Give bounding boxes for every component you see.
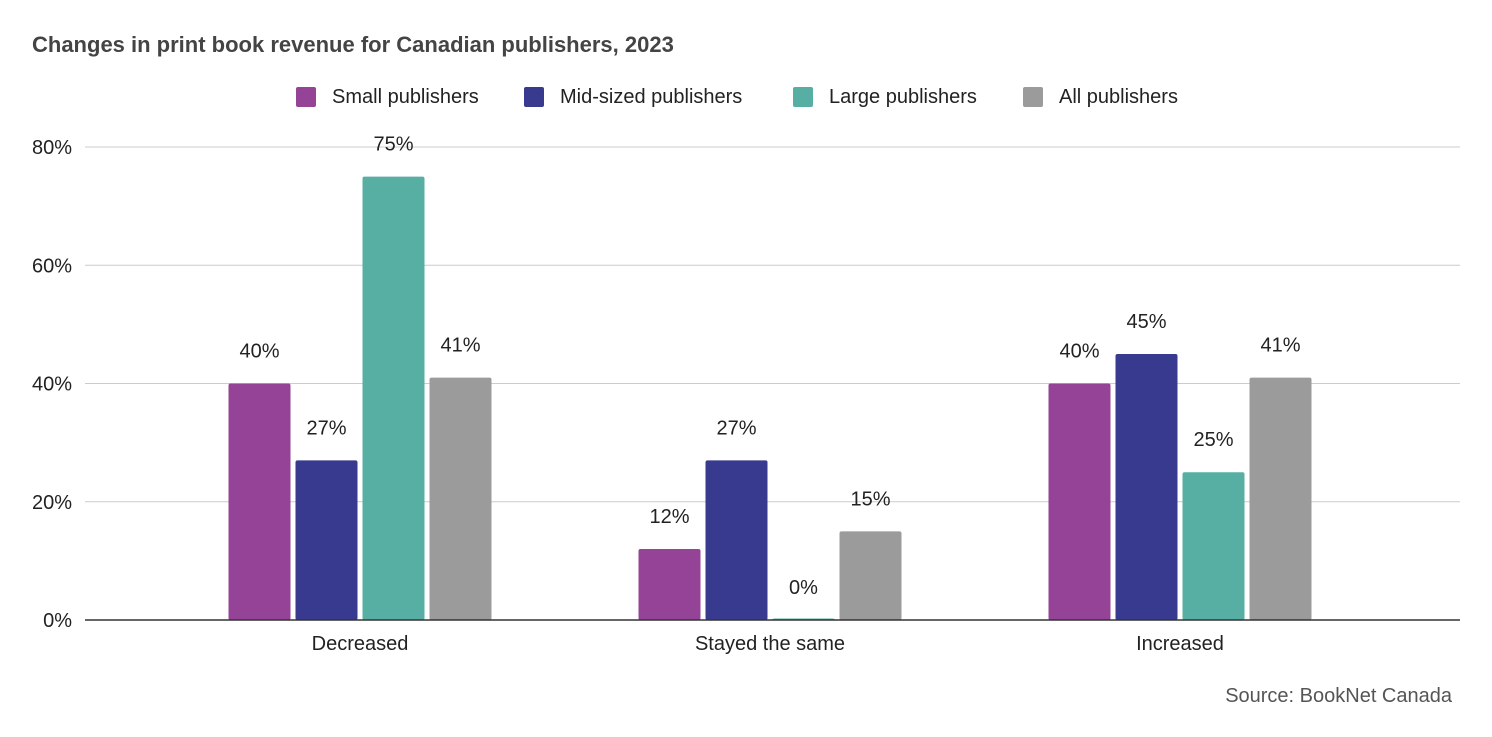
bar-small-publishers-stayed-the-same: [638, 549, 701, 620]
source-note: Source: BookNet Canada: [1225, 685, 1452, 707]
y-tick-label: 0%: [43, 610, 72, 632]
legend-swatch: [1023, 87, 1043, 107]
legend-swatch: [793, 87, 813, 107]
x-tick-label: Stayed the same: [695, 633, 845, 655]
data-label: 25%: [1193, 429, 1233, 451]
bar-mid-sized-publishers-increased: [1115, 353, 1178, 620]
bar-mid-sized-publishers-decreased: [295, 460, 358, 620]
y-tick-label: 20%: [32, 492, 72, 514]
legend-label: Small publishers: [332, 85, 479, 108]
data-label: 40%: [239, 341, 279, 363]
bar-all-publishers-stayed-the-same: [839, 531, 902, 620]
legend-label: Large publishers: [829, 85, 977, 108]
bar-mid-sized-publishers-stayed-the-same: [705, 460, 768, 620]
x-tick-label: Increased: [1136, 633, 1224, 655]
data-label: 15%: [850, 488, 890, 510]
legend-item: All publishers: [1023, 84, 1178, 110]
data-label: 12%: [649, 506, 689, 528]
data-label: 27%: [306, 417, 346, 439]
data-label: 27%: [716, 417, 756, 439]
bar-large-publishers-increased: [1182, 472, 1245, 620]
bar-all-publishers-increased: [1249, 377, 1312, 620]
bar-small-publishers-decreased: [228, 383, 291, 620]
legend-swatch: [296, 87, 316, 107]
legend-label: All publishers: [1059, 85, 1178, 108]
data-label: 0%: [789, 577, 818, 599]
legend: Small publishers Mid-sized publishers Larg…: [0, 84, 1492, 110]
chart-title: Changes in print book revenue for Canadi…: [32, 32, 674, 57]
bar-large-publishers-decreased: [362, 176, 425, 620]
y-tick-label: 60%: [32, 255, 72, 277]
y-tick-label: 80%: [32, 137, 72, 159]
legend-item: Small publishers: [296, 84, 479, 110]
data-label: 41%: [440, 335, 480, 357]
bar-all-publishers-decreased: [429, 377, 492, 620]
x-tick-label: Decreased: [312, 633, 409, 655]
data-label: 41%: [1260, 335, 1300, 357]
data-label: 75%: [373, 134, 413, 156]
legend-label: Mid-sized publishers: [560, 85, 743, 108]
y-tick-label: 40%: [32, 374, 72, 396]
data-label: 45%: [1126, 311, 1166, 333]
legend-item: Large publishers: [793, 84, 977, 110]
data-label: 40%: [1059, 341, 1099, 363]
bar-small-publishers-increased: [1048, 383, 1111, 620]
legend-swatch: [524, 87, 544, 107]
legend-item: Mid-sized publishers: [524, 84, 742, 110]
